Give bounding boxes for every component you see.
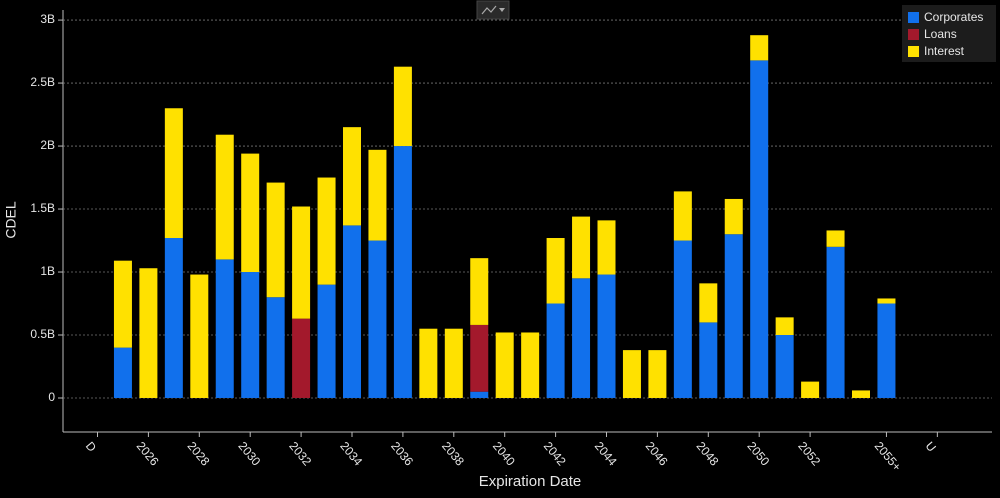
y-tick-label: 0.5B	[30, 327, 55, 341]
bar-segment	[801, 381, 820, 398]
bar-segment	[444, 328, 463, 398]
legend-label: Corporates	[924, 10, 983, 24]
bar-segment	[597, 274, 616, 398]
y-tick-label: 1.5B	[30, 201, 55, 215]
legend: Corporates Loans Interest	[902, 5, 996, 62]
bar-segment	[241, 153, 260, 273]
bar-segment	[190, 274, 209, 398]
bar-segment	[750, 35, 769, 61]
bar-segment	[775, 335, 794, 398]
legend-label: Interest	[924, 44, 965, 58]
bar-segment	[343, 225, 361, 398]
legend-swatch	[908, 46, 919, 57]
legend-label: Loans	[924, 27, 957, 41]
bar-segment	[852, 390, 870, 398]
bar-segment	[266, 297, 285, 398]
bar-segment	[673, 240, 692, 398]
bar-segment	[368, 149, 387, 241]
y-tick-label: 1B	[40, 264, 55, 278]
bar-segment	[139, 268, 158, 398]
legend-swatch	[908, 29, 919, 40]
bar-segment	[546, 238, 565, 304]
y-tick-label: 3B	[40, 12, 55, 26]
bar-segment	[470, 258, 489, 325]
bar-segment	[597, 220, 616, 275]
bar-segment	[775, 317, 794, 336]
y-tick-label: 0	[48, 390, 55, 404]
bar-segment	[292, 206, 311, 319]
bar-segment	[572, 278, 591, 398]
bar-segment	[521, 332, 540, 398]
bar-segment	[292, 318, 311, 398]
y-axis-title: CDEL	[3, 201, 19, 239]
bar-segment	[393, 146, 412, 398]
legend-swatch	[908, 12, 919, 23]
x-axis-title: Expiration Date	[479, 473, 582, 490]
bar-segment	[699, 283, 718, 323]
bar-segment	[877, 303, 896, 398]
bar-segment	[546, 303, 565, 398]
bar-segment	[164, 108, 183, 239]
button-caret	[499, 8, 505, 12]
bar-segment	[724, 234, 743, 398]
bar-segment	[241, 272, 260, 398]
bar-segment	[622, 350, 641, 398]
bar-segment	[648, 350, 667, 398]
button-icon	[481, 5, 497, 15]
bar-segment	[877, 298, 896, 304]
bar-segment	[215, 259, 234, 398]
bar-segment	[215, 134, 234, 260]
bar-segment	[699, 322, 718, 398]
bar-segment	[826, 246, 845, 398]
bar-segment	[393, 66, 412, 147]
bar-segment	[113, 260, 132, 348]
bar-segment	[368, 240, 387, 398]
bar-segment	[164, 238, 183, 398]
bar-segment	[343, 127, 361, 226]
bar-segment	[470, 324, 489, 392]
bar-segment	[750, 60, 769, 398]
chart-type-button[interactable]	[476, 0, 510, 20]
bar-segment	[266, 182, 285, 298]
bar-segment	[113, 347, 132, 398]
y-tick-label: 2.5B	[30, 75, 55, 89]
bar-segment	[572, 216, 591, 279]
bar-segment	[724, 198, 743, 235]
bar-segment	[317, 177, 336, 285]
bar-segment	[673, 191, 692, 241]
y-tick-label: 2B	[40, 138, 55, 152]
bar-segment	[317, 284, 336, 398]
bar-segment	[826, 230, 845, 247]
bar-segment	[419, 328, 438, 398]
bar-segment	[470, 391, 489, 398]
bar-segment	[495, 332, 514, 398]
